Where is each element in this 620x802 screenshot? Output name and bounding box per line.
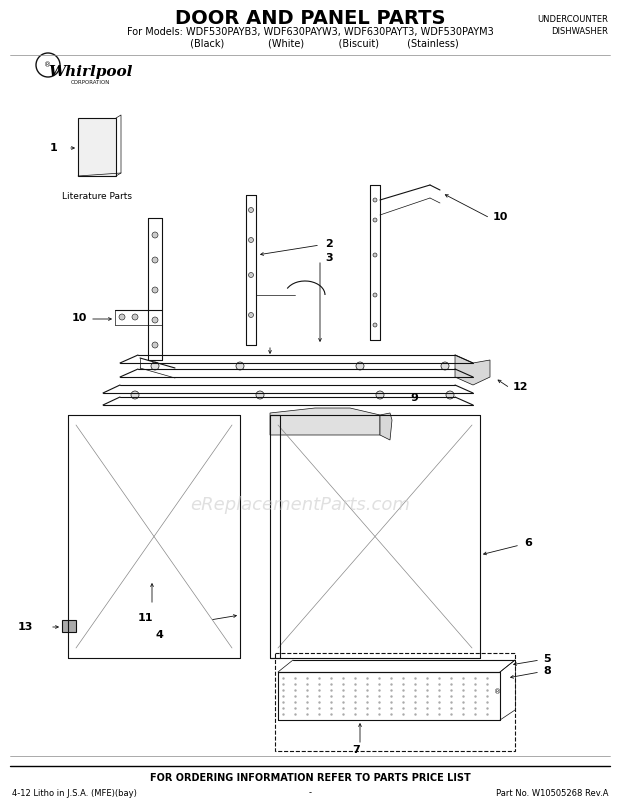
Text: ®: ® xyxy=(494,689,502,695)
Text: 5: 5 xyxy=(543,654,551,664)
Circle shape xyxy=(131,391,139,399)
Text: Whirlpool: Whirlpool xyxy=(48,65,132,79)
Text: CORPORATION: CORPORATION xyxy=(70,79,110,84)
Text: 11: 11 xyxy=(138,613,154,623)
Text: 2: 2 xyxy=(325,239,333,249)
Text: 1: 1 xyxy=(50,143,58,153)
Text: 12: 12 xyxy=(513,382,528,392)
Bar xyxy=(275,653,515,751)
Circle shape xyxy=(249,237,254,242)
Text: Part No. W10505268 Rev.A: Part No. W10505268 Rev.A xyxy=(495,788,608,797)
Text: Literature Parts: Literature Parts xyxy=(62,192,132,201)
Polygon shape xyxy=(380,413,392,440)
Text: 4-12 Litho in J.S.A. (MFE)(bay): 4-12 Litho in J.S.A. (MFE)(bay) xyxy=(12,788,137,797)
Text: For Models: WDF530PAYB3, WDF630PAYW3, WDF630PAYT3, WDF530PAYM3: For Models: WDF530PAYB3, WDF630PAYW3, WD… xyxy=(126,27,494,37)
Text: 6: 6 xyxy=(524,538,532,548)
Text: UNDERCOUNTER
DISHWASHER: UNDERCOUNTER DISHWASHER xyxy=(537,15,608,37)
Circle shape xyxy=(152,257,158,263)
Text: 9: 9 xyxy=(410,393,418,403)
Polygon shape xyxy=(270,408,380,435)
Circle shape xyxy=(249,313,254,318)
Text: DOOR AND PANEL PARTS: DOOR AND PANEL PARTS xyxy=(175,9,445,27)
Circle shape xyxy=(446,391,454,399)
Text: 10: 10 xyxy=(493,212,508,222)
Circle shape xyxy=(376,391,384,399)
Text: eReplacementParts.com: eReplacementParts.com xyxy=(190,496,410,514)
Text: 13: 13 xyxy=(18,622,33,632)
Circle shape xyxy=(373,323,377,327)
Text: 10: 10 xyxy=(72,313,87,323)
Circle shape xyxy=(152,342,158,348)
Circle shape xyxy=(373,218,377,222)
Circle shape xyxy=(151,362,159,370)
Circle shape xyxy=(152,317,158,323)
Circle shape xyxy=(373,198,377,202)
Text: 4: 4 xyxy=(155,630,163,640)
Circle shape xyxy=(236,362,244,370)
Text: 8: 8 xyxy=(543,666,551,676)
Text: -: - xyxy=(309,788,311,797)
Circle shape xyxy=(373,293,377,297)
Circle shape xyxy=(249,273,254,277)
Text: 3: 3 xyxy=(325,253,332,263)
Text: 7: 7 xyxy=(352,745,360,755)
Bar xyxy=(78,118,116,176)
Circle shape xyxy=(249,208,254,213)
Bar xyxy=(62,620,76,632)
Text: (Black)              (White)           (Biscuit)         (Stainless): (Black) (White) (Biscuit) (Stainless) xyxy=(162,39,458,49)
Text: ®: ® xyxy=(45,62,51,68)
Circle shape xyxy=(152,232,158,238)
Circle shape xyxy=(132,314,138,320)
Circle shape xyxy=(119,314,125,320)
Circle shape xyxy=(256,391,264,399)
Circle shape xyxy=(441,362,449,370)
Circle shape xyxy=(152,287,158,293)
Text: FOR ORDERING INFORMATION REFER TO PARTS PRICE LIST: FOR ORDERING INFORMATION REFER TO PARTS … xyxy=(149,773,471,783)
Circle shape xyxy=(373,253,377,257)
Polygon shape xyxy=(455,355,490,385)
Circle shape xyxy=(356,362,364,370)
